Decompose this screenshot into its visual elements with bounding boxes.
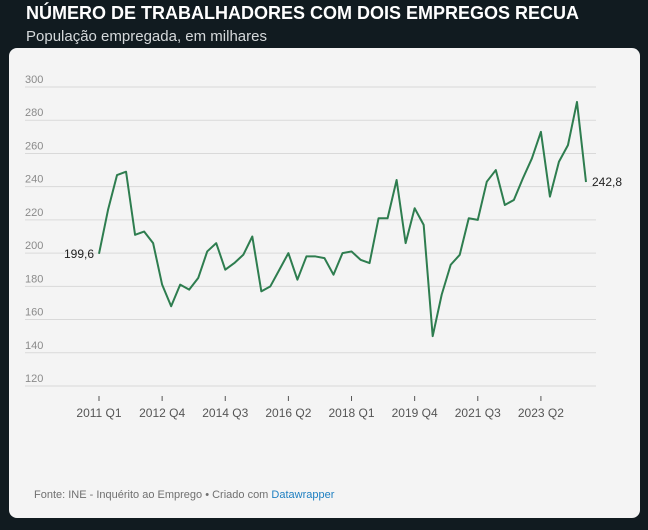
datawrapper-link[interactable]: Datawrapper xyxy=(271,489,335,501)
chart-card: 120 140 160 180 200 220 240 260 280 300 2011 Q1 20… xyxy=(9,48,640,518)
y-tick-label: 260 xyxy=(25,140,43,152)
data-label: 242,8 xyxy=(592,175,622,189)
x-tick-label: 2012 Q4 xyxy=(139,406,185,420)
y-tick-label: 160 xyxy=(25,307,43,319)
line-chart: 120 140 160 180 200 220 240 260 280 300 2011 Q1 20… xyxy=(25,74,622,420)
y-tick-label: 200 xyxy=(25,240,43,252)
x-tick-label: 2011 Q1 xyxy=(76,406,121,420)
y-tick-label: 140 xyxy=(25,340,43,352)
y-tick-label: 120 xyxy=(25,373,43,385)
x-tick-label: 2018 Q1 xyxy=(328,406,374,420)
y-tick-label: 220 xyxy=(25,207,43,219)
data-label: 199,6 xyxy=(64,247,94,261)
y-tick-label: 180 xyxy=(25,273,43,285)
series-line xyxy=(98,100,587,338)
x-tick-label: 2019 Q4 xyxy=(392,406,438,420)
x-tick-label: 2016 Q2 xyxy=(265,406,311,420)
x-tick-label: 2023 Q2 xyxy=(518,406,564,420)
chart-title: NÚMERO DE TRABALHADORES COM DOIS EMPREGO… xyxy=(26,3,580,23)
x-tick-label: 2021 Q3 xyxy=(455,406,501,420)
x-tick-label: 2014 Q3 xyxy=(202,406,248,420)
chart-footer: Fonte: INE - Inquérito ao Emprego • Cria… xyxy=(34,489,334,501)
chart-subtitle: População empregada, em milhares xyxy=(26,28,267,45)
source-text: Fonte: INE - Inquérito ao Emprego • Cria… xyxy=(34,489,272,501)
y-tick-label: 240 xyxy=(25,174,43,186)
y-tick-label: 300 xyxy=(25,74,43,86)
y-tick-label: 280 xyxy=(25,107,43,119)
